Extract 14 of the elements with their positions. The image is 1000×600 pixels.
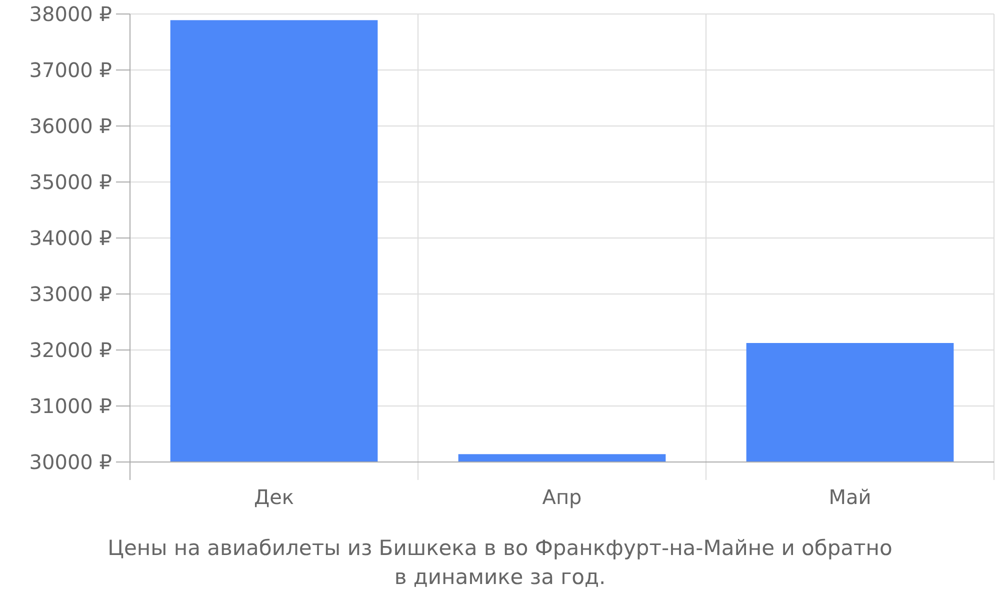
y-tick-label: 37000 ₽ [29,58,112,82]
y-tick-label: 32000 ₽ [29,338,112,362]
x-tick-label: Май [828,485,872,509]
text: Цены на авиабилеты из Бишкека в во Франкфурт-на-Майне и обратно [108,536,892,560]
y-tick-label: 33000 ₽ [29,282,112,306]
y-tick-label: 30000 ₽ [29,450,112,474]
x-tick-label: Апр [542,485,582,509]
y-tick-label: 38000 ₽ [29,2,112,26]
text: в динамике за год. [394,565,606,589]
x-tick-label: Дек [254,485,294,509]
y-tick-label: 36000 ₽ [29,114,112,138]
y-tick-label: 34000 ₽ [29,226,112,250]
y-tick-label: 31000 ₽ [29,394,112,418]
y-tick-label: 35000 ₽ [29,170,112,194]
